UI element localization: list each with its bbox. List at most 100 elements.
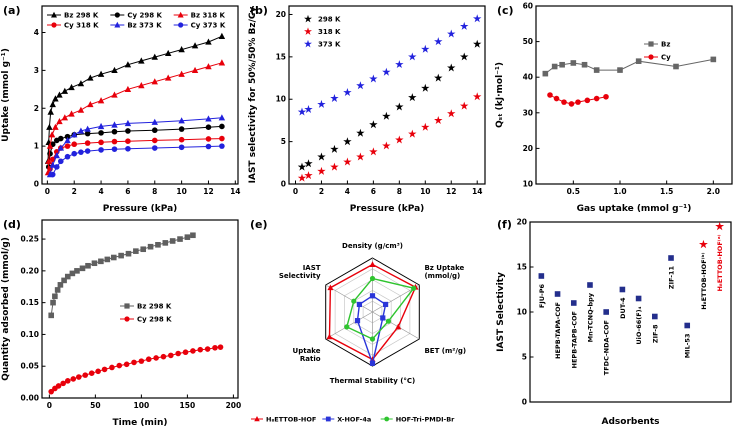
svg-text:6: 6 [125, 187, 130, 196]
svg-text:HEPB-TAPA-COF: HEPB-TAPA-COF [554, 302, 562, 359]
svg-text:Cy 373 K: Cy 373 K [191, 22, 226, 30]
svg-text:1.0: 1.0 [613, 187, 626, 196]
svg-text:BET (m²/g): BET (m²/g) [424, 347, 466, 355]
svg-text:0.20: 0.20 [20, 266, 39, 275]
svg-text:Gas uptake (mmol g⁻¹): Gas uptake (mmol g⁻¹) [577, 204, 692, 214]
svg-text:20: 20 [523, 144, 533, 153]
svg-text:Qₛₜ (kJ·mol⁻¹): Qₛₜ (kJ·mol⁻¹) [495, 62, 505, 128]
svg-text:(d): (d) [3, 218, 21, 231]
svg-text:12: 12 [446, 187, 456, 196]
svg-text:200: 200 [226, 401, 242, 410]
svg-text:318 K: 318 K [318, 28, 341, 36]
panel-d: 0 50 100 150 200 0.00 0.05 0.10 0.15 0.20 0.25 Time… [0, 214, 247, 428]
svg-text:Adsorbents: Adsorbents [602, 417, 660, 427]
svg-text:HOF-Tri-PMDI-Br: HOF-Tri-PMDI-Br [396, 416, 455, 424]
chart-e-radar-comparison: Density (g/cm³) Bz Uptake (mmol/g) BET (m²/… [250, 218, 466, 424]
svg-text:5: 5 [281, 137, 286, 146]
svg-text:373 K: 373 K [318, 41, 341, 49]
svg-text:40: 40 [523, 73, 533, 82]
svg-text:0: 0 [293, 187, 298, 196]
panel-a: 0 2 4 6 8 10 12 14 0 1 2 3 4 Pressure (kPa) Uptake (mm… [0, 0, 247, 214]
panel-b: 0 2 4 6 8 10 12 14 0 5 10 15 20 Pressure (kPa) IAST se… [247, 0, 494, 214]
svg-text:8: 8 [152, 187, 157, 196]
svg-text:Uptake (mmol g⁻¹): Uptake (mmol g⁻¹) [1, 48, 11, 142]
svg-text:14: 14 [472, 187, 482, 196]
svg-text:12: 12 [203, 187, 213, 196]
svg-text:10: 10 [176, 187, 186, 196]
svg-text:Bz 373 K: Bz 373 K [127, 22, 162, 30]
svg-text:FJU-P6: FJU-P6 [538, 284, 546, 309]
svg-text:(e): (e) [250, 218, 268, 231]
svg-text:(b): (b) [250, 4, 268, 17]
svg-text:Mn-TCNQ-bpy: Mn-TCNQ-bpy [586, 292, 594, 342]
svg-text:0.15: 0.15 [20, 298, 39, 307]
svg-text:(f): (f) [497, 218, 512, 231]
svg-text:4: 4 [34, 28, 39, 37]
svg-text:0: 0 [522, 398, 527, 407]
svg-text:15: 15 [276, 52, 286, 61]
svg-text:10: 10 [517, 308, 527, 317]
svg-text:2: 2 [72, 187, 77, 196]
svg-text:2: 2 [319, 187, 324, 196]
chart-b-iast-selectivity: 0 2 4 6 8 10 12 14 0 5 10 15 20 Pressure (kPa) IAST se… [248, 4, 486, 214]
panel-c: 0.5 1.0 1.5 2.0 10 20 30 40 50 60 Gas uptake (mmol… [494, 0, 741, 214]
svg-text:0.05: 0.05 [20, 362, 39, 371]
svg-text:100: 100 [134, 401, 150, 410]
chart-c-qst: 0.5 1.0 1.5 2.0 10 20 30 40 50 60 Gas uptake (mmol… [495, 2, 733, 214]
svg-text:2: 2 [34, 104, 39, 113]
svg-text:0.10: 0.10 [20, 330, 39, 339]
svg-text:0: 0 [34, 180, 39, 189]
svg-text:0.25: 0.25 [20, 235, 39, 244]
svg-text:0: 0 [281, 180, 286, 189]
svg-text:50: 50 [90, 401, 100, 410]
svg-text:X-HOF-4a: X-HOF-4a [337, 416, 371, 424]
panel-f: 0 5 10 15 20 FJU-P6 HEPB-TAPA-COF HEPB-TAPB-COF… [494, 214, 741, 428]
svg-text:50: 50 [523, 37, 533, 46]
svg-text:15: 15 [517, 263, 527, 272]
svg-text:14: 14 [230, 187, 240, 196]
svg-text:10: 10 [276, 95, 286, 104]
svg-text:Pressure (kPa): Pressure (kPa) [103, 204, 178, 214]
svg-text:8: 8 [397, 187, 402, 196]
svg-text:Bz: Bz [661, 41, 670, 49]
svg-text:H₈ETTOB-HOF⁽ᵃ⁾: H₈ETTOB-HOF⁽ᵃ⁾ [716, 234, 724, 291]
svg-text:0.5: 0.5 [567, 187, 580, 196]
svg-text:0: 0 [47, 401, 52, 410]
svg-text:Density (g/cm³): Density (g/cm³) [342, 242, 403, 250]
svg-text:ZIF-8: ZIF-8 [651, 324, 659, 343]
svg-text:Bz Uptake(mmol/g): Bz Uptake (mmol/g) [424, 264, 464, 280]
svg-text:6: 6 [371, 187, 376, 196]
svg-text:10: 10 [523, 180, 533, 189]
svg-text:Bz 318 K: Bz 318 K [191, 12, 226, 20]
svg-text:10: 10 [420, 187, 430, 196]
svg-text:(a): (a) [3, 4, 20, 17]
svg-text:TFDC-NDA-COF: TFDC-NDA-COF [603, 320, 611, 375]
svg-text:150: 150 [180, 401, 196, 410]
chart-d-kinetics: 0 50 100 150 200 0.00 0.05 0.10 0.15 0.20 0.25 Time… [1, 218, 242, 428]
panel-e: Density (g/cm³) Bz Uptake (mmol/g) BET (m²/… [247, 214, 494, 428]
svg-text:IAST selectivity for 50%/50% B: IAST selectivity for 50%/50% Bz/Cy [248, 7, 258, 184]
svg-text:UiO-66(F)₄: UiO-66(F)₄ [635, 306, 643, 344]
svg-text:Bz 298 K: Bz 298 K [64, 12, 99, 20]
svg-text:1: 1 [34, 142, 39, 151]
svg-text:DUT-4: DUT-4 [619, 297, 627, 319]
svg-text:1.5: 1.5 [660, 187, 673, 196]
svg-text:Cy 318 K: Cy 318 K [64, 22, 99, 30]
svg-text:298 K: 298 K [318, 16, 341, 24]
svg-text:Time (min): Time (min) [113, 418, 168, 428]
chart-f-adsorbent-comparison: 0 5 10 15 20 FJU-P6 HEPB-TAPA-COF HEPB-TAPB-COF… [496, 218, 732, 427]
svg-text:Thermal Stability (°C): Thermal Stability (°C) [330, 377, 416, 385]
svg-text:4: 4 [345, 187, 350, 196]
svg-text:2.0: 2.0 [707, 187, 720, 196]
svg-text:Cy 298 K: Cy 298 K [137, 316, 172, 324]
svg-text:(c): (c) [497, 4, 514, 17]
svg-text:0: 0 [45, 187, 50, 196]
svg-text:Bz 298 K: Bz 298 K [137, 303, 172, 311]
svg-text:Pressure (kPa): Pressure (kPa) [350, 204, 425, 214]
svg-text:Cy: Cy [661, 54, 671, 62]
svg-text:H₈ETTOB-HOF: H₈ETTOB-HOF [266, 416, 316, 424]
